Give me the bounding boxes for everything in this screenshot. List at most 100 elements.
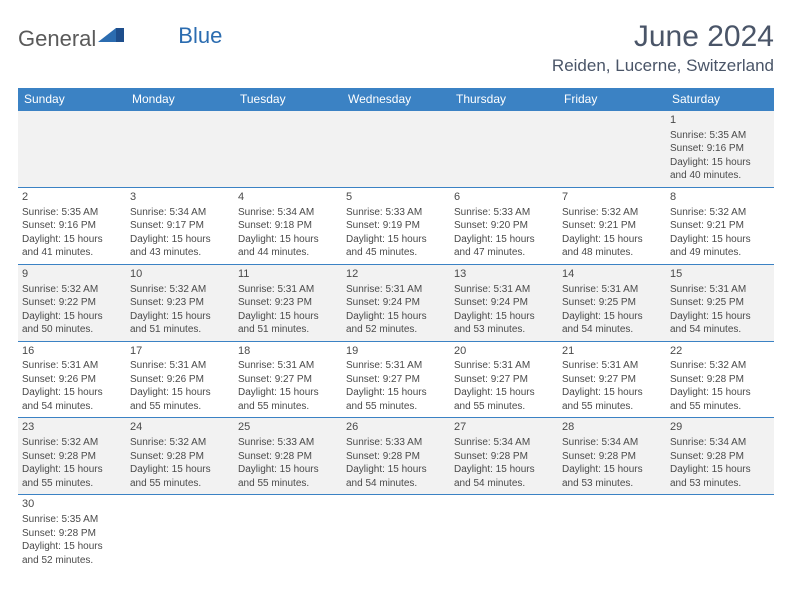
calendar-day-cell: 5Sunrise: 5:33 AMSunset: 9:19 PMDaylight… bbox=[342, 187, 450, 264]
daylight-line: Daylight: 15 hours and 55 minutes. bbox=[130, 463, 230, 490]
calendar-week-row: 9Sunrise: 5:32 AMSunset: 9:22 PMDaylight… bbox=[18, 264, 774, 341]
sunset-line: Sunset: 9:24 PM bbox=[454, 296, 554, 310]
calendar-day-cell: 11Sunrise: 5:31 AMSunset: 9:23 PMDayligh… bbox=[234, 264, 342, 341]
daylight-line: Daylight: 15 hours and 54 minutes. bbox=[454, 463, 554, 490]
calendar-day-cell bbox=[126, 495, 234, 571]
sunset-line: Sunset: 9:28 PM bbox=[22, 527, 122, 541]
calendar-day-cell: 2Sunrise: 5:35 AMSunset: 9:16 PMDaylight… bbox=[18, 187, 126, 264]
calendar-week-row: 1Sunrise: 5:35 AMSunset: 9:16 PMDaylight… bbox=[18, 111, 774, 188]
calendar-day-cell: 1Sunrise: 5:35 AMSunset: 9:16 PMDaylight… bbox=[666, 111, 774, 188]
sunrise-line: Sunrise: 5:32 AM bbox=[22, 283, 122, 297]
day-number: 17 bbox=[130, 344, 230, 359]
sunrise-line: Sunrise: 5:35 AM bbox=[22, 513, 122, 527]
calendar-table: Sunday Monday Tuesday Wednesday Thursday… bbox=[18, 88, 774, 571]
calendar-day-cell bbox=[342, 495, 450, 571]
calendar-day-cell: 25Sunrise: 5:33 AMSunset: 9:28 PMDayligh… bbox=[234, 418, 342, 495]
sunset-line: Sunset: 9:21 PM bbox=[562, 219, 662, 233]
sunset-line: Sunset: 9:16 PM bbox=[670, 142, 770, 156]
day-number: 5 bbox=[346, 190, 446, 205]
calendar-week-row: 30Sunrise: 5:35 AMSunset: 9:28 PMDayligh… bbox=[18, 495, 774, 571]
sunset-line: Sunset: 9:22 PM bbox=[22, 296, 122, 310]
calendar-week-row: 16Sunrise: 5:31 AMSunset: 9:26 PMDayligh… bbox=[18, 341, 774, 418]
calendar-day-cell: 18Sunrise: 5:31 AMSunset: 9:27 PMDayligh… bbox=[234, 341, 342, 418]
sunrise-line: Sunrise: 5:34 AM bbox=[670, 436, 770, 450]
calendar-day-cell: 16Sunrise: 5:31 AMSunset: 9:26 PMDayligh… bbox=[18, 341, 126, 418]
calendar-day-cell: 26Sunrise: 5:33 AMSunset: 9:28 PMDayligh… bbox=[342, 418, 450, 495]
sunrise-line: Sunrise: 5:32 AM bbox=[130, 436, 230, 450]
calendar-day-cell: 23Sunrise: 5:32 AMSunset: 9:28 PMDayligh… bbox=[18, 418, 126, 495]
day-number: 3 bbox=[130, 190, 230, 205]
daylight-line: Daylight: 15 hours and 53 minutes. bbox=[562, 463, 662, 490]
day-number: 23 bbox=[22, 420, 122, 435]
day-number: 27 bbox=[454, 420, 554, 435]
daylight-line: Daylight: 15 hours and 55 minutes. bbox=[238, 386, 338, 413]
sunrise-line: Sunrise: 5:33 AM bbox=[238, 436, 338, 450]
day-number: 13 bbox=[454, 267, 554, 282]
daylight-line: Daylight: 15 hours and 53 minutes. bbox=[670, 463, 770, 490]
day-number: 29 bbox=[670, 420, 770, 435]
sunset-line: Sunset: 9:23 PM bbox=[130, 296, 230, 310]
location-subtitle: Reiden, Lucerne, Switzerland bbox=[552, 56, 774, 76]
day-number: 12 bbox=[346, 267, 446, 282]
sunrise-line: Sunrise: 5:34 AM bbox=[454, 436, 554, 450]
day-number: 24 bbox=[130, 420, 230, 435]
weekday-header: Wednesday bbox=[342, 88, 450, 111]
calendar-day-cell bbox=[234, 495, 342, 571]
sunset-line: Sunset: 9:25 PM bbox=[562, 296, 662, 310]
calendar-day-cell: 14Sunrise: 5:31 AMSunset: 9:25 PMDayligh… bbox=[558, 264, 666, 341]
day-number: 2 bbox=[22, 190, 122, 205]
calendar-day-cell bbox=[450, 495, 558, 571]
calendar-day-cell: 8Sunrise: 5:32 AMSunset: 9:21 PMDaylight… bbox=[666, 187, 774, 264]
calendar-day-cell bbox=[558, 111, 666, 188]
calendar-day-cell bbox=[558, 495, 666, 571]
sunrise-line: Sunrise: 5:35 AM bbox=[22, 206, 122, 220]
weekday-header: Sunday bbox=[18, 88, 126, 111]
sunrise-line: Sunrise: 5:33 AM bbox=[346, 206, 446, 220]
calendar-day-cell: 22Sunrise: 5:32 AMSunset: 9:28 PMDayligh… bbox=[666, 341, 774, 418]
calendar-day-cell bbox=[234, 111, 342, 188]
logo-text-blue: Blue bbox=[178, 23, 222, 49]
day-number: 14 bbox=[562, 267, 662, 282]
sunset-line: Sunset: 9:27 PM bbox=[562, 373, 662, 387]
day-number: 16 bbox=[22, 344, 122, 359]
day-number: 10 bbox=[130, 267, 230, 282]
calendar-day-cell: 28Sunrise: 5:34 AMSunset: 9:28 PMDayligh… bbox=[558, 418, 666, 495]
daylight-line: Daylight: 15 hours and 55 minutes. bbox=[22, 463, 122, 490]
calendar-day-cell: 9Sunrise: 5:32 AMSunset: 9:22 PMDaylight… bbox=[18, 264, 126, 341]
sunset-line: Sunset: 9:24 PM bbox=[346, 296, 446, 310]
sunset-line: Sunset: 9:16 PM bbox=[22, 219, 122, 233]
daylight-line: Daylight: 15 hours and 52 minutes. bbox=[22, 540, 122, 567]
daylight-line: Daylight: 15 hours and 41 minutes. bbox=[22, 233, 122, 260]
calendar-day-cell: 21Sunrise: 5:31 AMSunset: 9:27 PMDayligh… bbox=[558, 341, 666, 418]
sunrise-line: Sunrise: 5:33 AM bbox=[454, 206, 554, 220]
weekday-header: Monday bbox=[126, 88, 234, 111]
calendar-day-cell: 20Sunrise: 5:31 AMSunset: 9:27 PMDayligh… bbox=[450, 341, 558, 418]
daylight-line: Daylight: 15 hours and 49 minutes. bbox=[670, 233, 770, 260]
day-number: 28 bbox=[562, 420, 662, 435]
sunrise-line: Sunrise: 5:31 AM bbox=[238, 283, 338, 297]
sunrise-line: Sunrise: 5:31 AM bbox=[562, 359, 662, 373]
daylight-line: Daylight: 15 hours and 45 minutes. bbox=[346, 233, 446, 260]
sunset-line: Sunset: 9:27 PM bbox=[238, 373, 338, 387]
calendar-day-cell: 7Sunrise: 5:32 AMSunset: 9:21 PMDaylight… bbox=[558, 187, 666, 264]
sunrise-line: Sunrise: 5:31 AM bbox=[346, 283, 446, 297]
daylight-line: Daylight: 15 hours and 43 minutes. bbox=[130, 233, 230, 260]
calendar-day-cell bbox=[450, 111, 558, 188]
sunrise-line: Sunrise: 5:31 AM bbox=[22, 359, 122, 373]
sunset-line: Sunset: 9:26 PM bbox=[130, 373, 230, 387]
day-number: 25 bbox=[238, 420, 338, 435]
day-number: 11 bbox=[238, 267, 338, 282]
daylight-line: Daylight: 15 hours and 54 minutes. bbox=[562, 310, 662, 337]
calendar-day-cell bbox=[18, 111, 126, 188]
flag-icon bbox=[98, 28, 124, 51]
daylight-line: Daylight: 15 hours and 55 minutes. bbox=[454, 386, 554, 413]
day-number: 8 bbox=[670, 190, 770, 205]
calendar-day-cell: 10Sunrise: 5:32 AMSunset: 9:23 PMDayligh… bbox=[126, 264, 234, 341]
sunrise-line: Sunrise: 5:32 AM bbox=[562, 206, 662, 220]
sunset-line: Sunset: 9:27 PM bbox=[346, 373, 446, 387]
sunset-line: Sunset: 9:28 PM bbox=[670, 373, 770, 387]
sunset-line: Sunset: 9:28 PM bbox=[22, 450, 122, 464]
weekday-header: Thursday bbox=[450, 88, 558, 111]
sunset-line: Sunset: 9:27 PM bbox=[454, 373, 554, 387]
sunrise-line: Sunrise: 5:31 AM bbox=[346, 359, 446, 373]
